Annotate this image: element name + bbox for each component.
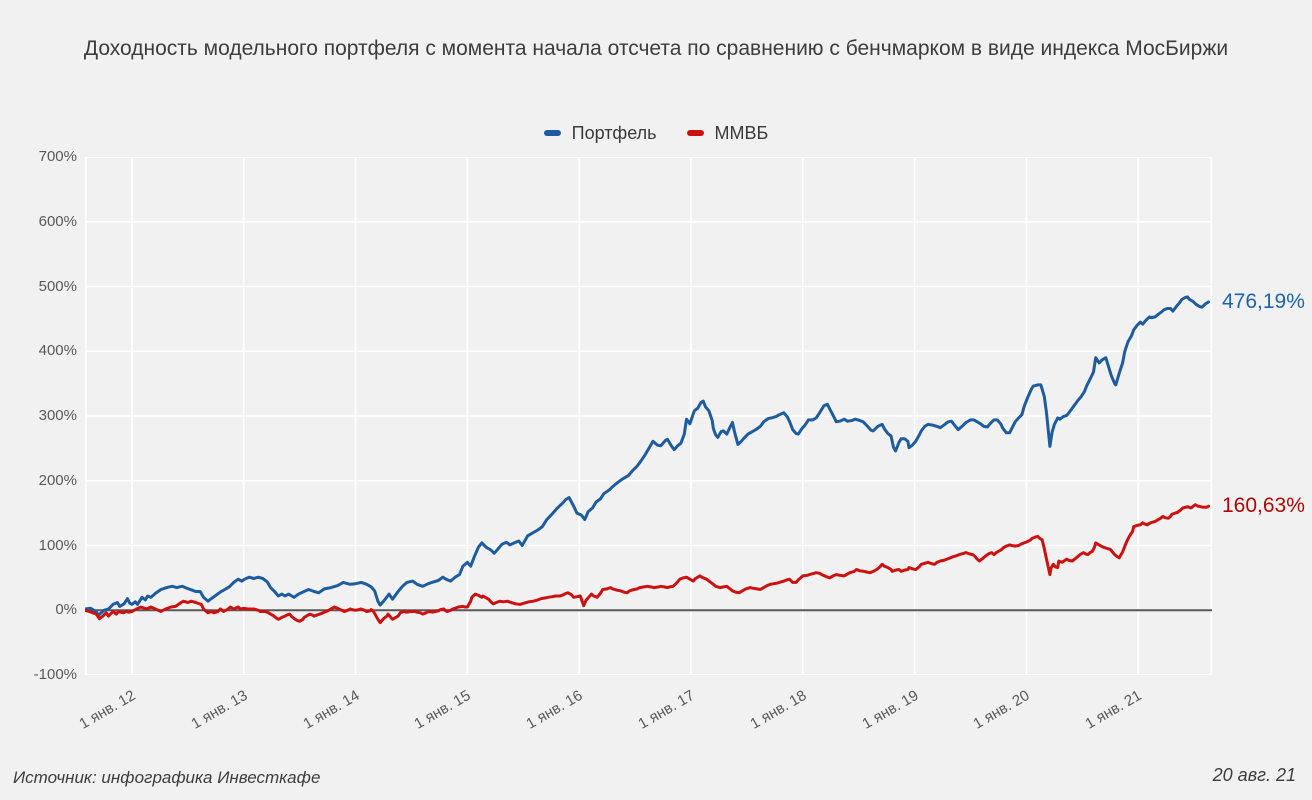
x-axis-label: 1 янв. 21 — [1082, 687, 1145, 733]
mmvb-end-label: 160,63% — [1222, 494, 1305, 518]
chart-plot-area — [85, 157, 1212, 675]
x-axis-label: 1 янв. 17 — [635, 687, 698, 733]
x-axis-label: 1 янв. 16 — [523, 687, 586, 733]
x-axis-label: 1 янв. 20 — [970, 687, 1033, 733]
y-axis-label: 200% — [38, 471, 77, 489]
legend-item-mmvb: ММВБ — [686, 122, 769, 144]
legend: Портфель ММВБ — [0, 119, 1312, 147]
y-axis-label: 600% — [38, 212, 77, 230]
mmvb-line — [85, 503, 1211, 625]
mmvb-swatch-icon — [686, 130, 704, 136]
date-note: 20 авг. 21 — [1212, 765, 1296, 785]
y-axis-label: 700% — [38, 148, 77, 165]
y-axis-label: 400% — [38, 342, 77, 360]
y-axis-label: 100% — [38, 536, 77, 554]
chart-title: Доходность модельного портфеля с момента… — [83, 37, 1229, 60]
portfolio-line — [85, 295, 1211, 617]
portfolio-end-label: 476,19% — [1222, 289, 1305, 313]
x-axis-label: 1 янв. 14 — [299, 687, 363, 733]
y-axis-label: -100% — [33, 666, 77, 683]
y-axis-label: 300% — [38, 407, 77, 424]
legend-label-portfolio: Портфель — [571, 122, 657, 143]
x-axis-label: 1 янв. 12 — [76, 687, 139, 733]
y-axis-label: 0% — [55, 601, 77, 619]
x-axis-label: 1 янв. 15 — [411, 687, 474, 733]
source-note: Источник: инфографика Инвесткафе — [13, 768, 321, 787]
gridlines — [85, 157, 1212, 675]
x-axis-label: 1 янв. 13 — [188, 687, 251, 733]
legend-label-mmvb: ММВБ — [714, 122, 769, 143]
portfolio-swatch-icon — [543, 130, 561, 136]
chart-svg — [85, 157, 1212, 675]
legend-item-portfolio: Портфель — [543, 122, 657, 144]
y-axis-label: 500% — [38, 277, 77, 295]
x-axis-label: 1 янв. 18 — [747, 687, 810, 733]
x-axis-label: 1 янв. 19 — [858, 687, 922, 733]
